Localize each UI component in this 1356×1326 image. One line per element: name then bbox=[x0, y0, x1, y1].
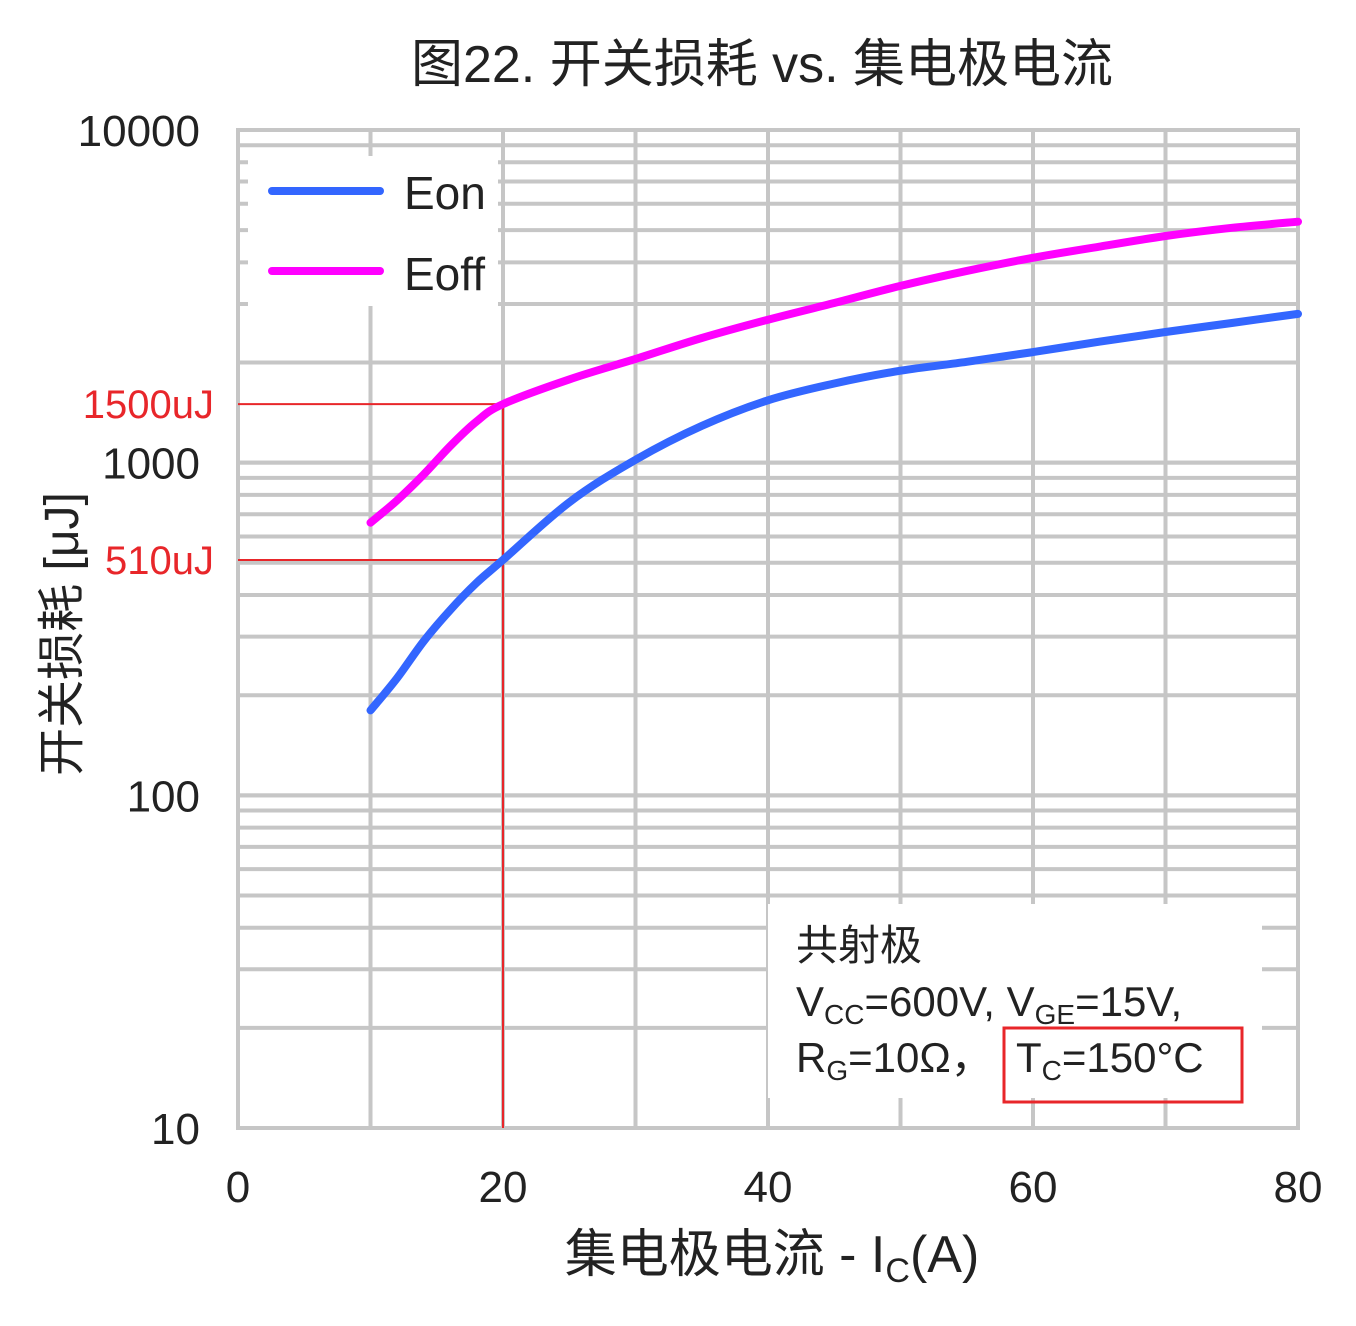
x-axis-label: 集电极电流 - IC(A) bbox=[565, 1226, 980, 1290]
x-tick-labels: 0 20 40 60 80 bbox=[226, 1163, 1323, 1212]
series-line-eon bbox=[366, 309, 1302, 715]
annotation-label-0: 1500uJ bbox=[83, 383, 214, 427]
conditions-line-3: RG=10Ω， bbox=[796, 1034, 993, 1086]
x-tick-label: 60 bbox=[1009, 1163, 1058, 1212]
conditions-line-2: VCC=600V, VGE=15V, bbox=[796, 978, 1182, 1030]
annotation-lines bbox=[238, 403, 504, 1128]
chart-title: 图22. 开关损耗 vs. 集电极电流 bbox=[411, 36, 1113, 94]
temperature-highlight-box bbox=[1002, 1026, 1244, 1104]
y-tick-labels: 10 100 1000 10000 bbox=[78, 107, 200, 1154]
conditions-background bbox=[768, 904, 1262, 1098]
x-tick-label: 40 bbox=[744, 1163, 793, 1212]
series-group bbox=[366, 217, 1302, 715]
x-tick-label: 20 bbox=[479, 1163, 528, 1212]
series-line-eoff bbox=[366, 217, 1302, 527]
conditions-line-1: 共射极 bbox=[796, 922, 922, 969]
plot-frame bbox=[236, 128, 1300, 1130]
annotation-label-1: 510uJ bbox=[105, 539, 214, 583]
legend: Eon Eoff bbox=[248, 156, 498, 306]
y-tick-label: 1000 bbox=[102, 440, 200, 489]
conditions-temperature: TC=150°C bbox=[1016, 1034, 1204, 1086]
x-tick-label: 0 bbox=[226, 1163, 250, 1212]
legend-label-eon: Eon bbox=[404, 167, 486, 219]
conditions-box: 共射极 VCC=600V, VGE=15V, RG=10Ω， TC=150°C bbox=[768, 904, 1262, 1104]
x-tick-label: 80 bbox=[1274, 1163, 1323, 1212]
legend-label-eoff: Eoff bbox=[404, 248, 485, 300]
y-tick-label: 10000 bbox=[78, 107, 200, 156]
annotation-labels: 1500uJ 510uJ bbox=[83, 383, 214, 583]
y-axis-label: 开关损耗 [μJ] bbox=[36, 492, 89, 776]
y-tick-label: 10 bbox=[151, 1105, 200, 1154]
y-tick-label: 100 bbox=[127, 772, 200, 821]
legend-box bbox=[248, 156, 498, 306]
